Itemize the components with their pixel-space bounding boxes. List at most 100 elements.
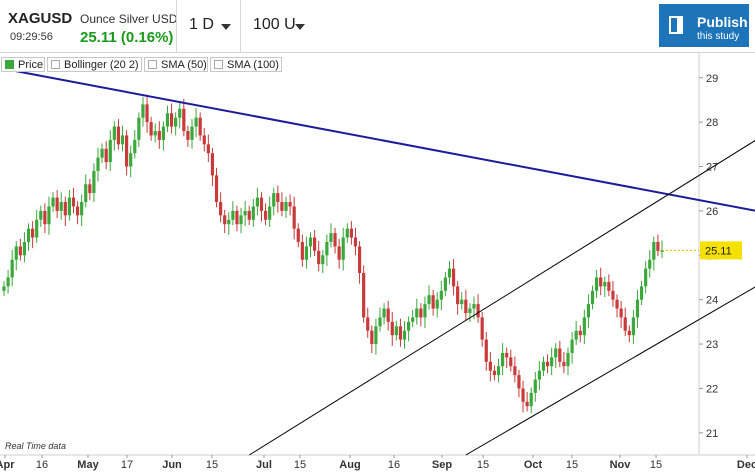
candle	[116, 126, 121, 145]
x-tick-label: Nov	[610, 459, 632, 471]
candle	[6, 277, 10, 287]
candle	[141, 104, 145, 118]
candle	[198, 117, 202, 136]
x-tick-label: 15	[650, 459, 662, 471]
candle	[558, 348, 562, 362]
candle	[255, 197, 259, 207]
candle	[321, 255, 325, 265]
candle	[296, 228, 300, 242]
interval-dropdown[interactable]: 1 D	[176, 0, 240, 52]
candle	[235, 210, 239, 225]
y-tick-label: 23	[706, 339, 718, 351]
legend-bollinger[interactable]: Bollinger (20 2)	[47, 57, 142, 72]
candle	[71, 197, 76, 207]
candle	[644, 268, 648, 287]
candle	[284, 202, 288, 211]
candle	[276, 193, 280, 203]
candle	[541, 361, 546, 371]
legend-sma50[interactable]: SMA (50)	[144, 57, 208, 72]
candle	[529, 392, 533, 407]
candle	[165, 113, 170, 127]
candle	[423, 304, 427, 318]
publish-subtitle: this study	[697, 31, 740, 42]
candle	[149, 122, 153, 136]
candle	[374, 326, 378, 345]
symbol-label: XAGUSD	[8, 10, 73, 27]
candle	[447, 268, 452, 278]
candle	[390, 321, 394, 336]
candle	[84, 184, 88, 203]
candle	[308, 237, 313, 247]
candle	[370, 330, 374, 345]
candle	[108, 139, 112, 163]
candle	[219, 202, 223, 216]
y-tick-label: 22	[706, 383, 718, 395]
candle	[186, 131, 190, 140]
candle	[231, 210, 235, 220]
units-dropdown[interactable]: 100 U	[240, 0, 310, 52]
candle	[456, 286, 460, 305]
x-tick-label: Jun	[162, 459, 182, 471]
candle	[611, 290, 615, 300]
candle	[419, 308, 423, 318]
candle	[39, 210, 43, 220]
legend-price[interactable]: Price	[1, 57, 45, 72]
candle	[443, 277, 447, 291]
y-tick-label: 29	[706, 73, 718, 85]
price-swatch-icon	[5, 60, 14, 69]
candle	[386, 308, 390, 322]
candle	[407, 321, 411, 331]
candle	[182, 108, 186, 132]
candle	[263, 210, 268, 220]
candle	[304, 246, 309, 260]
candle	[488, 361, 492, 371]
x-tick-label: 15	[206, 459, 218, 471]
candle	[345, 228, 349, 238]
publish-title: Publish	[697, 14, 748, 30]
candle	[648, 259, 652, 269]
candle	[521, 388, 525, 402]
candle	[353, 237, 358, 247]
candle	[451, 268, 456, 287]
candle	[92, 170, 96, 194]
candle	[480, 317, 484, 340]
candle	[631, 317, 635, 336]
last-price-badge	[700, 241, 742, 260]
chevron-down-icon	[295, 24, 305, 30]
checkbox-icon	[214, 60, 223, 69]
candle	[329, 233, 333, 242]
candle	[550, 357, 554, 367]
candle	[288, 202, 292, 207]
candle	[366, 317, 370, 331]
candle	[178, 108, 182, 118]
x-tick-label: 15	[294, 459, 306, 471]
candle	[435, 299, 439, 309]
candle	[533, 379, 537, 393]
chevron-down-icon	[221, 24, 231, 30]
candle	[349, 228, 353, 238]
candle	[513, 366, 517, 376]
candle	[120, 135, 125, 145]
checkbox-icon	[51, 60, 60, 69]
x-tick-label: 16	[36, 459, 48, 471]
candle	[468, 308, 472, 313]
candle	[333, 233, 337, 247]
candle	[607, 281, 611, 291]
candle	[259, 197, 264, 211]
time-label: 09:29:56	[10, 31, 53, 43]
publish-button[interactable]: Publish this study	[659, 4, 749, 47]
candle	[14, 246, 18, 260]
legend-sma100[interactable]: SMA (100)	[210, 57, 282, 72]
candle	[382, 308, 386, 318]
candle	[100, 148, 104, 158]
candle	[415, 308, 419, 318]
y-tick-label: 21	[706, 428, 718, 440]
candle	[337, 246, 341, 260]
instrument-name: Ounce Silver USD	[80, 12, 178, 26]
candle	[174, 117, 178, 127]
x-tick-label: 15	[566, 459, 578, 471]
candle	[362, 273, 366, 318]
candle	[595, 277, 599, 291]
candle	[554, 348, 558, 358]
